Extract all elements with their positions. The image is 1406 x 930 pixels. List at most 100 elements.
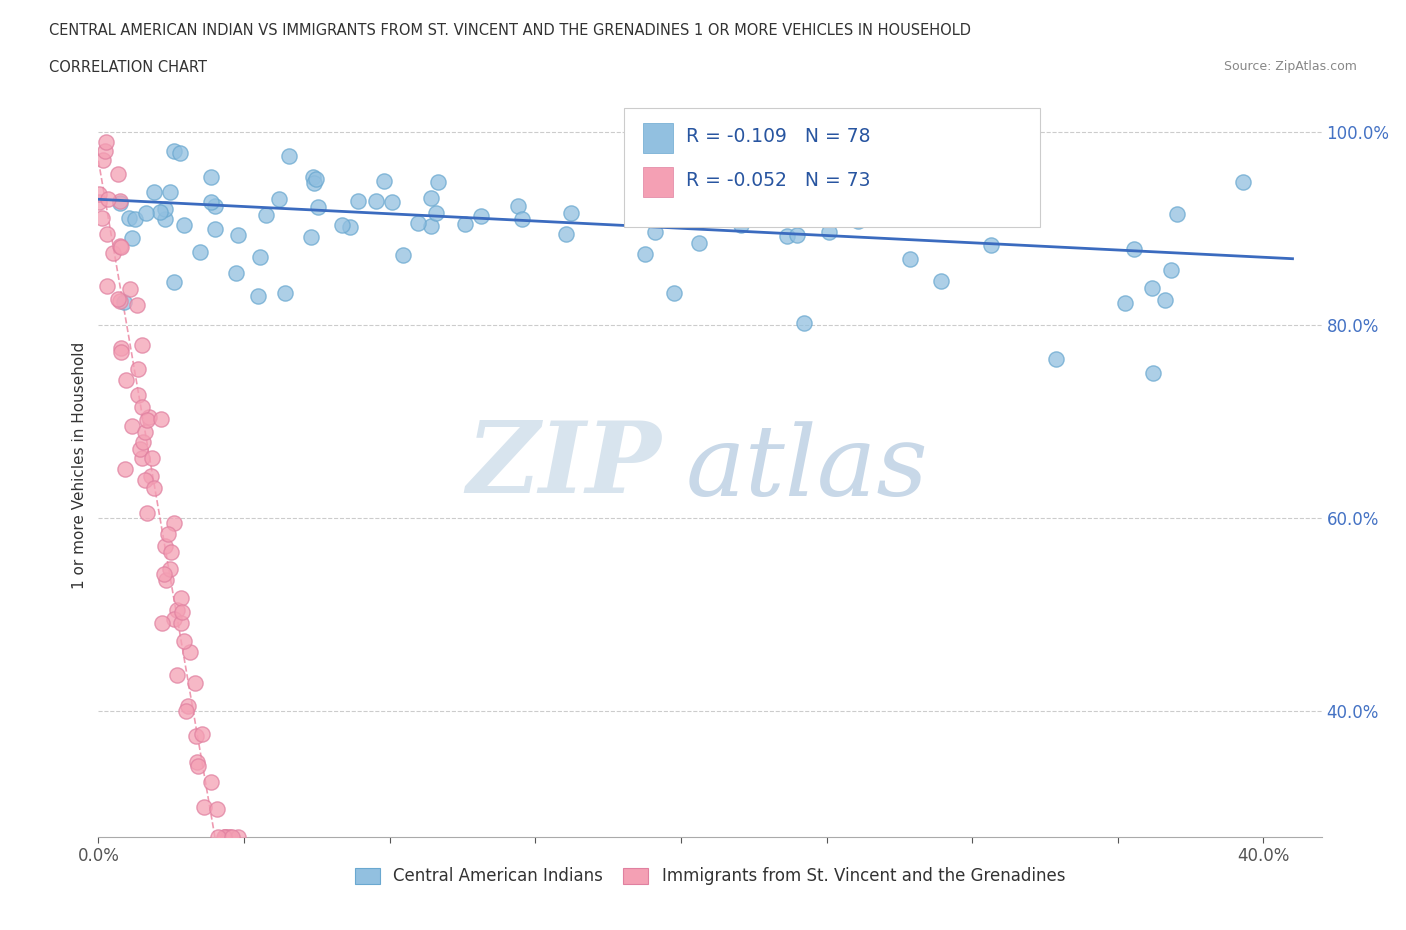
- Point: [149, 412, 172, 427]
- Point: [470, 209, 492, 224]
- Point: [153, 566, 176, 581]
- Point: [205, 802, 228, 817]
- Point: [204, 221, 226, 236]
- Point: [1114, 296, 1136, 311]
- Point: [454, 217, 477, 232]
- Point: [125, 298, 148, 312]
- Point: [110, 340, 132, 355]
- Y-axis label: 1 or more Vehicles in Household: 1 or more Vehicles in Household: [72, 341, 87, 589]
- Point: [193, 799, 215, 814]
- Point: [634, 246, 657, 261]
- Point: [135, 206, 157, 220]
- Point: [305, 172, 328, 187]
- Point: [114, 295, 136, 310]
- Point: [381, 194, 404, 209]
- Point: [214, 830, 236, 844]
- Point: [117, 210, 139, 225]
- Point: [934, 207, 956, 222]
- Point: [166, 603, 188, 618]
- Point: [110, 239, 132, 254]
- Point: [94, 135, 117, 150]
- Point: [139, 468, 162, 483]
- Legend: Central American Indians, Immigrants from St. Vincent and the Grenadines: Central American Indians, Immigrants fro…: [349, 860, 1071, 892]
- Point: [131, 338, 153, 352]
- Point: [392, 247, 415, 262]
- Point: [128, 442, 150, 457]
- Point: [730, 218, 752, 232]
- Point: [141, 450, 163, 465]
- Point: [179, 644, 201, 659]
- Point: [1160, 262, 1182, 277]
- Point: [426, 175, 449, 190]
- Point: [219, 830, 242, 844]
- Point: [131, 451, 153, 466]
- Point: [170, 616, 193, 631]
- Point: [1154, 292, 1177, 307]
- Point: [510, 212, 533, 227]
- Point: [155, 211, 177, 226]
- Point: [347, 193, 370, 208]
- Point: [188, 245, 211, 259]
- Point: [200, 194, 222, 209]
- FancyBboxPatch shape: [624, 108, 1040, 227]
- Point: [1123, 241, 1146, 256]
- Point: [191, 726, 214, 741]
- Point: [420, 219, 443, 233]
- Point: [121, 231, 143, 246]
- Point: [804, 164, 827, 179]
- Point: [134, 425, 156, 440]
- Point: [127, 361, 149, 376]
- Point: [124, 211, 146, 226]
- Point: [186, 755, 208, 770]
- Point: [1142, 365, 1164, 380]
- Point: [107, 292, 129, 307]
- Point: [267, 192, 290, 206]
- Point: [217, 830, 239, 844]
- Point: [200, 775, 222, 790]
- Point: [138, 409, 160, 424]
- Point: [155, 573, 177, 588]
- Point: [204, 199, 226, 214]
- Point: [776, 229, 799, 244]
- Point: [929, 273, 952, 288]
- Point: [184, 728, 207, 743]
- Point: [330, 218, 353, 232]
- Point: [555, 227, 578, 242]
- Text: R = -0.052   N = 73: R = -0.052 N = 73: [686, 170, 870, 190]
- Point: [1232, 175, 1254, 190]
- Point: [110, 239, 132, 254]
- Text: CORRELATION CHART: CORRELATION CHART: [49, 60, 207, 75]
- Point: [96, 279, 118, 294]
- Point: [187, 759, 209, 774]
- Point: [132, 435, 155, 450]
- Point: [170, 591, 193, 605]
- Point: [136, 506, 159, 521]
- Point: [142, 184, 165, 199]
- Point: [506, 199, 529, 214]
- Point: [110, 345, 132, 360]
- Point: [425, 206, 447, 220]
- Point: [114, 372, 136, 387]
- Point: [249, 249, 271, 264]
- Point: [221, 830, 243, 844]
- Point: [120, 282, 142, 297]
- Point: [163, 515, 186, 530]
- Point: [91, 153, 114, 167]
- Point: [246, 288, 269, 303]
- Text: Source: ZipAtlas.com: Source: ZipAtlas.com: [1223, 60, 1357, 73]
- Point: [277, 149, 299, 164]
- Point: [159, 184, 181, 199]
- Text: R = -0.109   N = 78: R = -0.109 N = 78: [686, 126, 870, 146]
- Point: [173, 633, 195, 648]
- Point: [200, 169, 222, 184]
- Point: [900, 251, 922, 266]
- Point: [134, 472, 156, 487]
- Point: [1142, 280, 1164, 295]
- Point: [274, 286, 297, 300]
- Point: [114, 461, 136, 476]
- Point: [644, 225, 666, 240]
- Point: [980, 237, 1002, 252]
- Point: [142, 481, 165, 496]
- Point: [127, 388, 149, 403]
- FancyBboxPatch shape: [643, 123, 673, 153]
